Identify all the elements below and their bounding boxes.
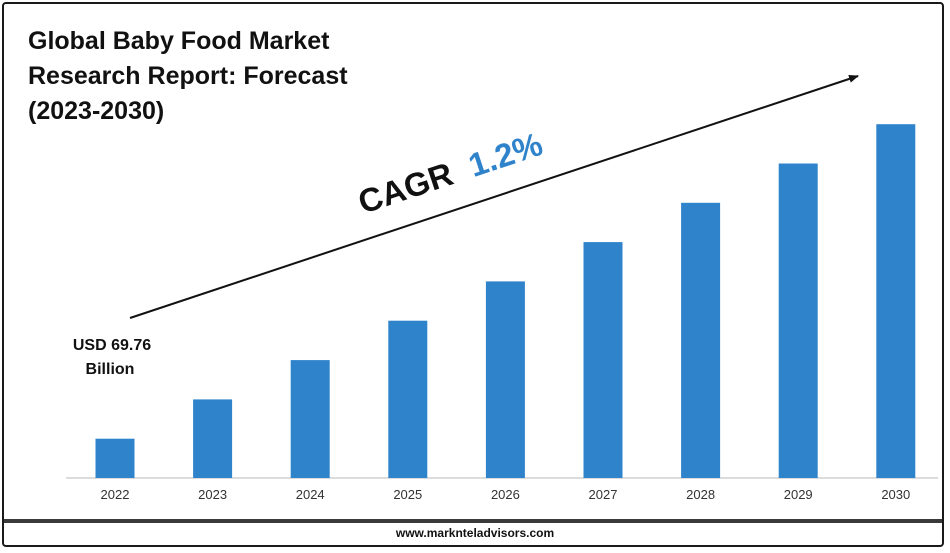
value-annotation-line-2: Billion <box>86 361 135 378</box>
chart-title: Global Baby Food Market Research Report:… <box>28 24 388 129</box>
x-tick-label-2027: 2027 <box>589 487 618 502</box>
footer-website: www.marknteladvisors.com <box>395 526 555 540</box>
bar-2024 <box>290 360 330 478</box>
bar-2023 <box>193 399 233 478</box>
cagr-annotation: CAGR 1.2% <box>354 125 547 221</box>
x-tick-label-2024: 2024 <box>296 487 325 502</box>
title-line-2: Research Report: Forecast <box>28 62 348 90</box>
bar-2029 <box>778 163 818 478</box>
footer-divider <box>4 519 942 523</box>
x-tick-labels: 2022 2023 2024 2025 2026 2027 2028 2029 2030 <box>101 487 911 502</box>
bar-2027 <box>583 242 623 478</box>
cagr-arrow <box>129 75 859 319</box>
x-tick-label-2025: 2025 <box>393 487 422 502</box>
bar-2025 <box>388 320 428 478</box>
cagr-value: 1.2% <box>464 125 547 184</box>
cagr-label: CAGR <box>354 155 458 221</box>
bar-2022 <box>95 438 135 478</box>
x-tick-label-2023: 2023 <box>198 487 227 502</box>
value-annotation-line-1: USD 69.76 <box>73 337 151 354</box>
x-tick-label-2026: 2026 <box>491 487 520 502</box>
title-line-1: Global Baby Food Market <box>28 27 330 55</box>
x-tick-label-2028: 2028 <box>686 487 715 502</box>
x-tick-label-2030: 2030 <box>881 487 910 502</box>
bars-group <box>95 124 916 479</box>
bar-2026 <box>485 281 525 478</box>
x-tick-label-2029: 2029 <box>784 487 813 502</box>
title-line-3: (2023-2030) <box>28 97 165 125</box>
x-tick-label-2022: 2022 <box>101 487 130 502</box>
bar-2030 <box>876 124 916 478</box>
bar-2028 <box>681 202 721 479</box>
